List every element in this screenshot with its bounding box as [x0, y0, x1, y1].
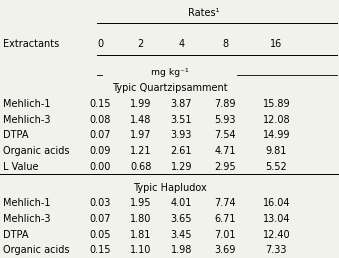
Text: Mehlich-3: Mehlich-3 — [3, 115, 51, 125]
Text: 7.74: 7.74 — [215, 198, 236, 208]
Text: 1.48: 1.48 — [130, 115, 152, 125]
Text: 4.01: 4.01 — [171, 198, 192, 208]
Text: 1.21: 1.21 — [130, 146, 152, 156]
Text: 0.03: 0.03 — [89, 198, 111, 208]
Text: 9.81: 9.81 — [265, 146, 287, 156]
Text: Mehlich-1: Mehlich-1 — [3, 99, 51, 109]
Text: 0.15: 0.15 — [89, 99, 111, 109]
Text: 1.80: 1.80 — [130, 214, 152, 224]
Text: 1.95: 1.95 — [130, 198, 152, 208]
Text: 3.69: 3.69 — [215, 245, 236, 255]
Text: 7.33: 7.33 — [265, 245, 287, 255]
Text: 15.89: 15.89 — [262, 99, 290, 109]
Text: 2: 2 — [138, 39, 144, 49]
Text: Extractants: Extractants — [3, 39, 60, 49]
Text: 3.51: 3.51 — [171, 115, 192, 125]
Text: Typic Quartzipsamment: Typic Quartzipsamment — [112, 83, 227, 93]
Text: 16: 16 — [270, 39, 282, 49]
Text: DTPA: DTPA — [3, 230, 29, 240]
Text: 0.07: 0.07 — [89, 130, 111, 140]
Text: 0.05: 0.05 — [89, 230, 111, 240]
Text: 3.87: 3.87 — [171, 99, 192, 109]
Text: 6.71: 6.71 — [215, 214, 236, 224]
Text: 0.00: 0.00 — [89, 162, 111, 172]
Text: 4: 4 — [178, 39, 184, 49]
Text: 0.07: 0.07 — [89, 214, 111, 224]
Text: Mehlich-1: Mehlich-1 — [3, 198, 51, 208]
Text: 3.45: 3.45 — [171, 230, 192, 240]
Text: 1.10: 1.10 — [130, 245, 152, 255]
Text: 1.81: 1.81 — [130, 230, 152, 240]
Text: 14.99: 14.99 — [262, 130, 290, 140]
Text: 13.04: 13.04 — [262, 214, 290, 224]
Text: 3.93: 3.93 — [171, 130, 192, 140]
Text: 4.71: 4.71 — [215, 146, 236, 156]
Text: Rates¹: Rates¹ — [188, 8, 219, 18]
Text: 2.95: 2.95 — [215, 162, 236, 172]
Text: 1.29: 1.29 — [171, 162, 192, 172]
Text: 12.40: 12.40 — [262, 230, 290, 240]
Text: 7.01: 7.01 — [215, 230, 236, 240]
Text: 5.52: 5.52 — [265, 162, 287, 172]
Text: 0.09: 0.09 — [89, 146, 111, 156]
Text: 7.54: 7.54 — [215, 130, 236, 140]
Text: 12.08: 12.08 — [262, 115, 290, 125]
Text: 0: 0 — [97, 39, 103, 49]
Text: 0.08: 0.08 — [89, 115, 111, 125]
Text: DTPA: DTPA — [3, 130, 29, 140]
Text: Typic Hapludox: Typic Hapludox — [133, 183, 206, 193]
Text: 3.65: 3.65 — [171, 214, 192, 224]
Text: 2.61: 2.61 — [171, 146, 192, 156]
Text: mg kg⁻¹: mg kg⁻¹ — [151, 68, 188, 77]
Text: Organic acids: Organic acids — [3, 146, 70, 156]
Text: 8: 8 — [222, 39, 228, 49]
Text: 5.93: 5.93 — [215, 115, 236, 125]
Text: 16.04: 16.04 — [262, 198, 290, 208]
Text: Mehlich-3: Mehlich-3 — [3, 214, 51, 224]
Text: 1.98: 1.98 — [171, 245, 192, 255]
Text: 7.89: 7.89 — [215, 99, 236, 109]
Text: L Value: L Value — [3, 162, 39, 172]
Text: 0.15: 0.15 — [89, 245, 111, 255]
Text: Organic acids: Organic acids — [3, 245, 70, 255]
Text: 1.99: 1.99 — [130, 99, 152, 109]
Text: 1.97: 1.97 — [130, 130, 152, 140]
Text: 0.68: 0.68 — [130, 162, 152, 172]
